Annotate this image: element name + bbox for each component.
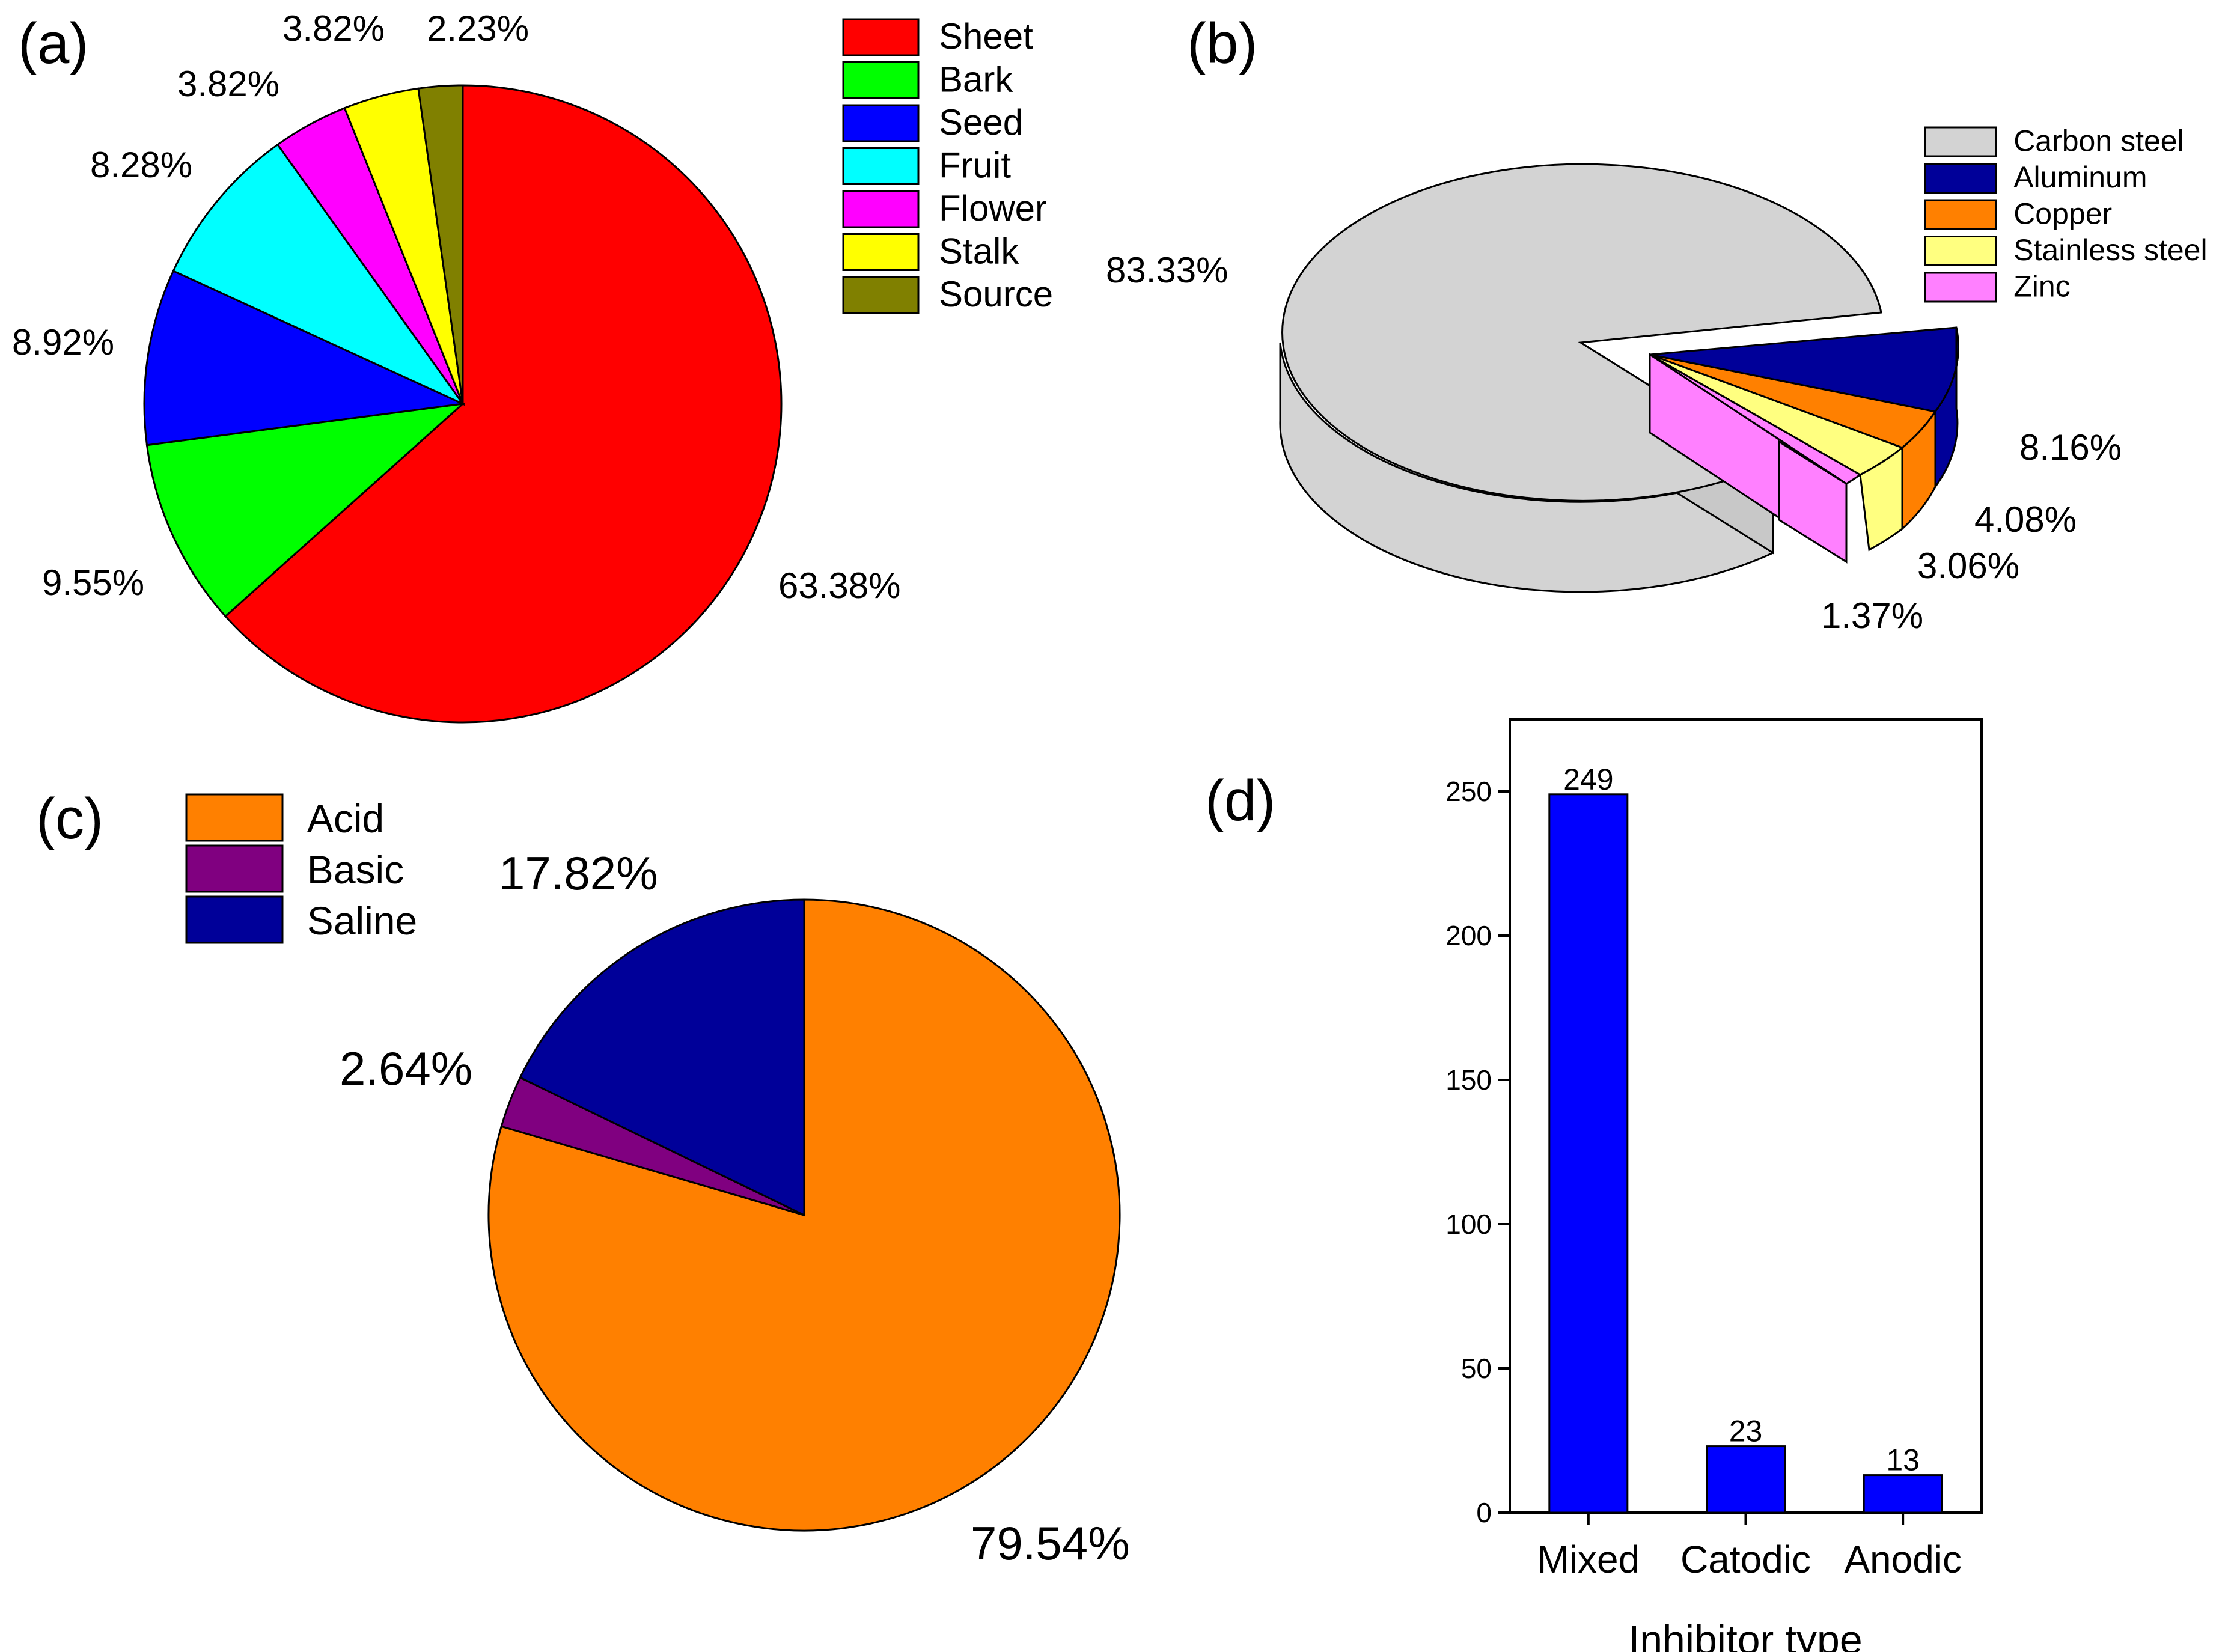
legend-b-label-aluminum: Aluminum (2013, 160, 2147, 194)
pie-a-label-source: 2.23% (427, 8, 529, 49)
panel-a: (a) 63.38% 9.55% 8.92% 8.28% 3.82% 3.82%… (12, 8, 1053, 724)
pie-b-slice-carbon-steel (1281, 163, 1882, 502)
legend-b-label-stainless-steel: Stainless steel (2013, 233, 2207, 267)
legend-b-label-copper: Copper (2013, 197, 2112, 230)
pie-a-label-fruit: 8.28% (90, 145, 192, 185)
bar-d-value-label-anodic: 13 (1886, 1443, 1920, 1477)
pie-c-label-acid: 79.54% (971, 1517, 1130, 1570)
bar-d-y-tick-label: 0 (1476, 1497, 1492, 1528)
pie-a (143, 84, 783, 724)
bar-d-y-tick-label: 150 (1445, 1064, 1492, 1096)
legend-b-swatch-aluminum (1924, 163, 1997, 194)
legend-a-label-seed: Seed (939, 102, 1023, 142)
pie-a-label-bark: 9.55% (42, 562, 144, 603)
pie-c (487, 898, 1121, 1532)
pie-b-label-copper: 4.08% (1974, 499, 2077, 540)
pie-a-slice-fruit (172, 143, 466, 406)
bar-d-y-tick-label: 250 (1445, 776, 1492, 807)
bar-d-y-tick-label: 50 (1461, 1353, 1492, 1384)
pie-a-label-stalk: 3.82% (282, 8, 385, 49)
legend-a-label-bark: Bark (939, 59, 1013, 100)
pie-a-label-flower: 3.82% (177, 64, 279, 104)
panel-a-label: (a) (18, 11, 88, 76)
legend-c-label-basic: Basic (307, 847, 404, 892)
legend-c-swatch-acid (185, 793, 284, 842)
pie-b-slice-zinc-front (1778, 440, 1848, 564)
bar-d-y-axis: 0 50 100 150 200 250 (1445, 776, 1510, 1528)
legend-b-swatch-stainless-steel (1924, 236, 1997, 266)
pie-b-label-aluminum: 8.16% (2019, 427, 2122, 468)
pie-a-slice-source (417, 84, 464, 404)
bar-d-y-tick-label: 100 (1445, 1209, 1492, 1240)
bar-d-bars: 249 Mixed 23 Catodic 13 Anodic (1537, 763, 1962, 1581)
bar-d-y-tick-label: 200 (1445, 920, 1492, 951)
panel-c: (c) 79.54% 2.64% 17.82% Acid Basic Saline (36, 787, 1130, 1570)
bar-d-value-label-mixed: 249 (1563, 763, 1613, 796)
legend-b-swatch-zinc (1924, 272, 1997, 303)
panel-b-label: (b) (1187, 11, 1257, 76)
panel-c-label: (c) (36, 787, 103, 851)
legend-c-label-acid: Acid (307, 796, 384, 841)
legend-b-label-zinc: Zinc (2013, 269, 2070, 303)
legend-a-swatch-sheet (842, 18, 920, 56)
bar-d-value-label-catodic: 23 (1729, 1415, 1763, 1448)
legend-a-swatch-bark (842, 61, 920, 99)
panel-d: (d) 0 50 100 150 200 250 249 Mixed 23 Catodic 13 A… (1205, 718, 1983, 1652)
bar-d-bar-mixed (1548, 793, 1629, 1514)
legend-a-label-fruit: Fruit (939, 145, 1011, 186)
pie-c-label-saline: 17.82% (499, 847, 658, 900)
legend-c-label-saline: Saline (307, 898, 417, 943)
legend-a-swatch-seed (842, 104, 920, 142)
legend-b-swatch-copper (1924, 199, 1997, 230)
pie-b-3d (1279, 163, 1959, 593)
legend-b-swatch-carbon-steel (1924, 126, 1997, 157)
legend-a-label-sheet: Sheet (939, 16, 1033, 56)
panel-b: (b) 83.33% 8.16% 4.08% 3.06% 1.37% Carbo… (1106, 11, 2208, 636)
pie-c-slice-saline (519, 898, 805, 1217)
pie-c-label-basic: 2.64% (340, 1042, 472, 1095)
pie-a-slice-sheet (224, 84, 783, 724)
legend-a-label-stalk: Stalk (939, 231, 1019, 272)
legend-a-swatch-fruit (842, 147, 920, 185)
bar-d-x-tick-label-catodic: Catodic (1680, 1538, 1811, 1581)
bar-d-bar-catodic (1706, 1445, 1786, 1514)
legend-a-swatch-source (842, 276, 920, 314)
pie-a-slice-seed (143, 269, 466, 447)
legend-c: Acid Basic Saline (185, 793, 417, 944)
bar-d-x-axis-title: Inhibitor type (1628, 1617, 1862, 1652)
pie-b-label-carbon-steel: 83.33% (1106, 250, 1228, 290)
bar-d-x-tick-label-anodic: Anodic (1844, 1538, 1962, 1581)
pie-a-label-seed: 8.92% (12, 322, 114, 362)
panel-d-label: (d) (1205, 769, 1275, 833)
legend-a-swatch-flower (842, 190, 920, 228)
pie-b-label-zinc: 1.37% (1821, 596, 1923, 636)
bar-d-x-tick-label-mixed: Mixed (1537, 1538, 1640, 1581)
pie-a-slice-bark (145, 402, 466, 618)
legend-a-swatch-stalk (842, 233, 920, 271)
legend-a-label-source: Source (939, 274, 1053, 314)
legend-c-swatch-saline (185, 895, 284, 944)
pie-a-label-sheet: 63.38% (778, 565, 901, 606)
bar-d-bar-anodic (1863, 1474, 1943, 1514)
pie-c-slice-acid (487, 898, 1121, 1532)
pie-b-slice-stainless-steel-side (1859, 445, 1903, 552)
legend-a-label-flower: Flower (939, 188, 1047, 228)
legend-b-label-carbon-steel: Carbon steel (2013, 124, 2184, 157)
legend-c-swatch-basic (185, 844, 284, 893)
pie-b-label-stainless-steel: 3.06% (1917, 546, 2019, 586)
